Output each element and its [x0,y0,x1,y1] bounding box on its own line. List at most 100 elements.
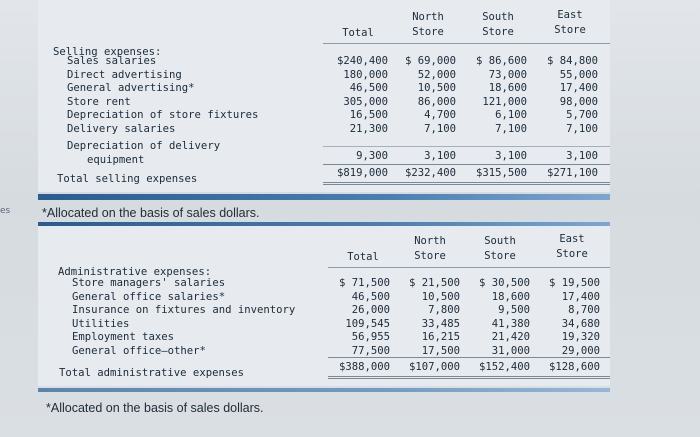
row-label: Depreciation of store fixtures [67,109,259,122]
cell-east: 7,100 [566,123,598,135]
cell-east: 3,100 [566,150,598,162]
cell-east: 98,000 [559,95,598,108]
header-north-store: North Store [412,11,444,38]
cell-total: 109,545 [345,317,390,330]
cell-north: 33,485 [421,317,460,330]
row-label: Direct advertising [67,68,182,81]
separator [323,146,610,147]
row-label: Employment taxes [72,331,175,344]
cell-total: 56,955 [351,331,390,344]
cell-north: 16,215 [421,331,460,344]
total-east: $128,600 [548,361,600,373]
cell-south: $ 86,600 [475,55,527,67]
total-north: $107,000 [408,361,460,373]
cell-south: 41,380 [491,317,530,330]
total-double-rule [323,182,610,183]
cell-north: 17,500 [421,345,460,357]
cell-north: 86,000 [417,95,456,108]
footnote: *Allocated on the basis of sales dollars… [42,206,260,220]
administrative-expenses-table: Total North Store South Store East Store… [38,226,610,386]
header-north-store: North Store [414,235,446,262]
row-label: Utilities [72,317,130,330]
section-title: Administrative expenses: [58,266,212,278]
cell-south: 9,500 [498,304,530,317]
total-label: Total selling expenses [57,173,198,185]
divider-bar [38,222,610,226]
row-label: equipment [87,154,145,166]
cell-total: 16,500 [349,109,388,122]
cell-south: $ 30,500 [478,277,530,289]
cell-total: 21,300 [349,123,388,135]
row-label: Delivery salaries [67,123,176,135]
total-double-rule [328,376,610,377]
cell-total: $240,400 [336,55,388,67]
total-north: $232,400 [404,167,456,179]
cell-total: 77,500 [351,345,390,357]
row-label: General office salaries* [72,290,226,303]
cell-east: 34,680 [561,317,600,330]
cell-south: 18,600 [488,82,527,95]
row-label: Store managers' salaries [72,277,226,289]
cell-east: $ 19,500 [548,277,600,289]
header-rule [328,267,610,268]
subtotal-rule [323,164,610,165]
cell-total: 46,500 [349,82,388,95]
cell-south: 7,100 [495,123,527,135]
cell-south: 3,100 [495,150,527,162]
cell-north: 4,700 [424,109,456,122]
cell-total: 46,500 [351,290,390,303]
header-total: Total [347,251,379,263]
cell-north: 7,800 [428,304,460,317]
cell-north: 10,500 [417,82,456,95]
total-total: $819,000 [336,167,388,179]
cell-north: 3,100 [424,150,456,162]
header-east-store: East Store [554,9,586,36]
row-label: Store rent [67,95,131,108]
cell-south: 31,000 [491,345,530,357]
cell-north: $ 69,000 [404,55,456,67]
row-label: General office—other* [72,345,206,357]
subtotal-rule [328,357,610,358]
row-label: Insurance on fixtures and inventory [72,304,296,317]
section-title: Selling expenses: [53,46,162,58]
cell-north: 10,500 [421,290,460,303]
cell-south: 6,100 [495,109,527,122]
header-south-store: South Store [482,11,514,38]
divider-bar [38,194,610,200]
row-label: Depreciation of delivery [67,140,221,152]
total-label: Total administrative expenses [59,367,244,379]
cell-north: $ 21,500 [408,277,460,289]
total-south: $152,400 [478,361,530,373]
header-total: Total [342,27,374,39]
cell-east: 29,000 [561,345,600,357]
header-south-store: South Store [484,235,516,262]
cell-east: 5,700 [566,109,598,122]
cell-south: 73,000 [488,68,527,81]
cell-total: 180,000 [343,68,388,81]
cell-north: 52,000 [417,68,456,81]
cell-east: 8,700 [568,304,600,317]
cell-total: $ 71,500 [338,277,390,289]
header-rule [323,43,610,44]
total-east: $271,100 [546,167,598,179]
gutter-text: es [0,206,11,216]
cell-east: 55,000 [559,68,598,81]
cell-total: 26,000 [351,304,390,317]
selling-expenses-table: Total North Store South Store East Store… [38,0,610,192]
cell-north: 7,100 [424,123,456,135]
total-south: $315,500 [475,167,527,179]
cell-total: 9,300 [356,150,388,162]
cell-south: 121,000 [482,95,527,108]
cell-south: 18,600 [491,290,530,303]
divider-bar [38,388,610,392]
header-east-store: East Store [556,233,588,260]
cell-total: 305,000 [343,95,388,108]
cell-south: 21,420 [491,331,530,344]
cell-east: 17,400 [559,82,598,95]
cell-east: $ 84,800 [546,55,598,67]
cell-east: 17,400 [561,290,600,303]
row-label: Sales salaries [67,55,157,67]
cell-east: 19,320 [561,331,600,344]
footnote: *Allocated on the basis of sales dollars… [46,401,264,415]
